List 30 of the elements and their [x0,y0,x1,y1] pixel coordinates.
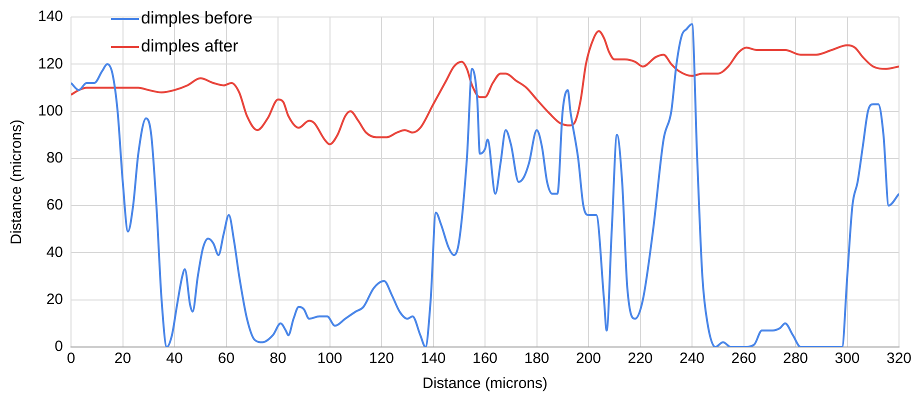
x-tick-label: 180 [524,350,550,368]
y-tick-label: 40 [46,244,64,261]
x-tick-label: 240 [679,350,705,368]
y-tick-label: 80 [46,150,64,167]
x-tick-label: 120 [369,350,394,368]
x-tick-label: 300 [834,350,860,368]
y-tick-label: 60 [46,196,64,214]
x-tick-label: 60 [218,350,235,368]
y-tick-label: 0 [54,338,64,356]
x-tick-label: 0 [66,350,76,368]
y-axis-title: Distance (microns) [8,119,26,245]
x-tick-label: 80 [270,350,286,368]
x-tick-label: 140 [420,350,446,368]
x-tick-label: 160 [472,350,498,368]
legend-label: dimples before [141,8,253,28]
x-tick-label: 40 [166,350,183,368]
x-axis-title: Distance (microns) [422,375,548,392]
x-tick-label: 280 [782,350,808,368]
x-tick-label: 100 [317,350,342,368]
x-tick-label: 260 [731,350,756,368]
line-series [71,30,899,146]
x-tick-label: 200 [576,350,602,368]
y-tick-label: 140 [38,8,64,26]
y-tick-label: 120 [38,55,64,72]
legend-label: dimples after [141,36,239,56]
x-tick-label: 320 [886,350,912,368]
y-tick-label: 20 [46,291,64,308]
x-tick-label: 220 [628,350,653,368]
y-tick-label: 100 [38,102,64,120]
x-tick-label: 20 [114,350,132,368]
